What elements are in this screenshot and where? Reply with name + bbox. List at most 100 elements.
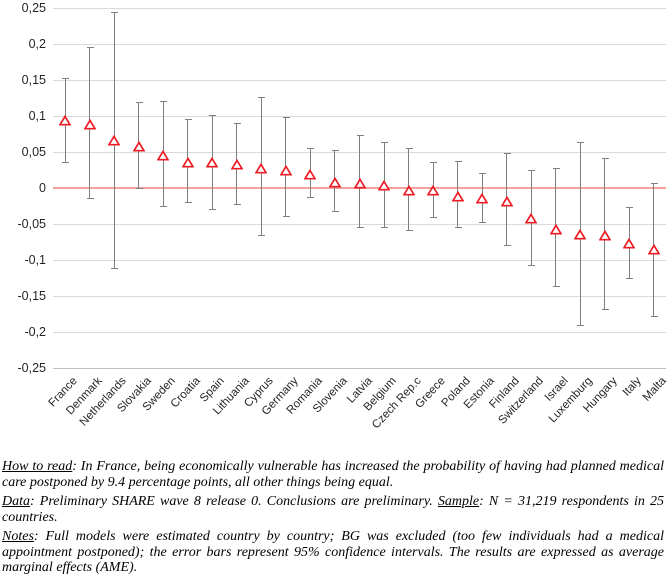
- error-bar-cap-top: [381, 141, 389, 143]
- data-point-triangle-icon: [279, 164, 292, 176]
- error-bar-cap-bottom: [209, 209, 217, 211]
- gridline: [53, 7, 666, 9]
- data-point-triangle-icon: [549, 223, 562, 235]
- y-tick-label: -0,2: [24, 325, 46, 339]
- data-point-triangle-icon: [378, 180, 391, 191]
- error-bar-cap-bottom: [356, 227, 364, 229]
- gridline: [53, 331, 666, 333]
- figure-notes: How to read: In France, being economical…: [2, 459, 664, 577]
- error-bar-cap-top: [135, 102, 143, 104]
- error-bar-cap-top: [454, 160, 462, 162]
- error-bar-cap-top: [405, 148, 413, 150]
- error-bar-cap-bottom: [430, 217, 438, 219]
- error-bar-cap-bottom: [405, 230, 413, 232]
- error-bar-cap-top: [430, 162, 438, 164]
- error-bar-cap-top: [528, 170, 536, 171]
- error-bar-cap-top: [552, 167, 560, 169]
- error-bar-cap-bottom: [62, 161, 70, 163]
- error-bar-cap-bottom: [454, 227, 462, 229]
- data-point-triangle-icon: [59, 114, 72, 126]
- error-bar-cap-bottom: [577, 324, 585, 326]
- data-point-triangle-icon: [451, 191, 464, 202]
- error-bar-cap-top: [331, 149, 339, 151]
- data-point-triangle-icon: [157, 150, 170, 161]
- error-bar-cap-top: [577, 141, 585, 143]
- y-tick-label: -0,15: [17, 289, 47, 303]
- data-point-triangle-icon: [304, 168, 317, 180]
- y-tick-label: -0,05: [17, 217, 47, 231]
- error-bar-cap-bottom: [282, 215, 290, 217]
- data-point-triangle-icon: [132, 141, 145, 153]
- error-bar-cap-bottom: [331, 211, 339, 213]
- error-bar-cap-top: [233, 123, 241, 125]
- error-bar-cap-top: [626, 206, 634, 208]
- error-bar-cap-bottom: [233, 204, 241, 206]
- error-bar-cap-top: [184, 118, 192, 120]
- data-point-triangle-icon: [328, 176, 341, 188]
- note-sample-text: : N = 31,219 respondents in 25 countries…: [2, 493, 664, 525]
- error-bar-cap-bottom: [258, 235, 266, 237]
- error-bar-cap-top: [209, 114, 217, 116]
- error-bar-cap-bottom: [184, 202, 192, 204]
- gridline: [53, 115, 666, 117]
- data-point-triangle-icon: [353, 178, 366, 189]
- error-bar-cap-bottom: [307, 197, 315, 199]
- error-bar-cap-top: [479, 172, 487, 174]
- note-data-label: Data: [2, 493, 30, 509]
- y-tick-label: 0,1: [28, 109, 46, 123]
- data-point-triangle-icon: [206, 157, 219, 168]
- note-how-to-read: How to read: In France, being economical…: [2, 459, 664, 491]
- gridline: [53, 367, 666, 369]
- ame-chart-plot-area: 0,25 0,2 0,15 0,1 0,05 0 -0,05 -0,1 -0,15 -0,2 -0,…: [17, 1, 668, 431]
- error-bar-cap-top: [111, 11, 119, 13]
- error-bar-cap-bottom: [601, 309, 609, 311]
- data-point-triangle-icon: [500, 196, 513, 207]
- gridline: [53, 259, 666, 261]
- error-bar-cap-top: [650, 182, 658, 184]
- error-bar-cap-top: [160, 100, 168, 102]
- data-point-triangle-icon: [598, 230, 611, 241]
- error-bar-cap-bottom: [381, 226, 389, 228]
- data-point-triangle-icon: [476, 193, 489, 204]
- error-bar-cap-bottom: [135, 188, 143, 190]
- y-tick-label: 0,05: [21, 145, 46, 159]
- data-point-triangle-icon: [255, 163, 268, 174]
- note-data-text: : Preliminary SHARE wave 8 release 0. Co…: [30, 493, 438, 509]
- note-data-sample: Data: Preliminary SHARE wave 8 release 0…: [2, 494, 664, 526]
- data-point-triangle-icon: [623, 237, 636, 249]
- error-bar-cap-top: [503, 152, 511, 154]
- y-tick-label: -0,1: [24, 253, 46, 267]
- data-point-triangle-icon: [525, 212, 538, 224]
- note-how-to-read-label: How to read: [2, 459, 73, 474]
- y-tick-label: -0,25: [17, 361, 47, 375]
- y-tick-label: 0,2: [28, 37, 46, 51]
- error-bar-cap-top: [62, 77, 70, 79]
- note-notes-label: Notes: [2, 528, 34, 544]
- data-point-triangle-icon: [427, 185, 440, 196]
- data-point-triangle-icon: [647, 244, 660, 255]
- error-bar-cap-bottom: [503, 245, 511, 247]
- data-point-triangle-icon: [574, 228, 587, 240]
- y-tick-label: 0: [39, 181, 46, 195]
- error-bar-cap-bottom: [552, 286, 560, 288]
- data-point-triangle-icon: [83, 119, 96, 130]
- gridline: [53, 79, 666, 81]
- x-tick-label: Malta: [640, 375, 668, 404]
- note-sample-label: Sample: [437, 493, 480, 509]
- note-how-to-read-text: : In France, being economically vulnerab…: [2, 459, 665, 490]
- error-bar-cap-top: [356, 135, 364, 137]
- error-bar-cap-bottom: [528, 264, 536, 266]
- gridline: [53, 295, 666, 297]
- error-bar-cap-top: [258, 97, 266, 99]
- y-tick-label: 0,25: [21, 1, 46, 15]
- note-notes: Notes: Full models were estimated countr…: [2, 529, 664, 577]
- error-bar-cap-bottom: [86, 197, 94, 199]
- data-point-triangle-icon: [181, 156, 194, 168]
- note-notes-text: : Full models were estimated country by …: [2, 528, 664, 576]
- error-bar-cap-bottom: [111, 268, 119, 270]
- error-bar-cap-top: [601, 158, 609, 160]
- error-bar-cap-bottom: [479, 222, 487, 224]
- data-point-triangle-icon: [230, 158, 243, 170]
- error-bar-cap-bottom: [650, 315, 658, 317]
